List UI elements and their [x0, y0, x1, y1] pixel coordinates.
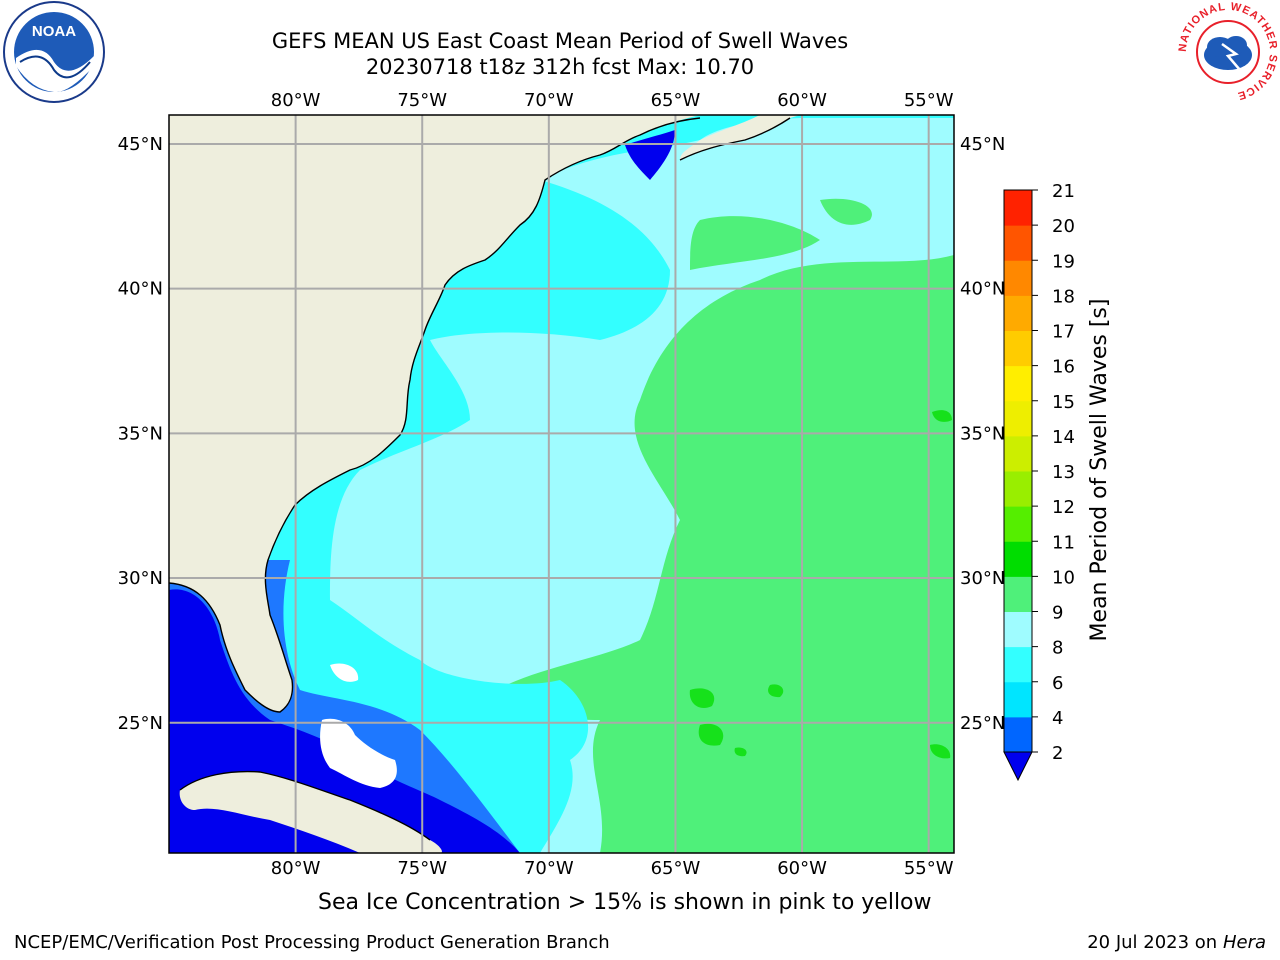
lat-tick-label-left: 40°N	[118, 279, 163, 300]
colorbar-tick-label: 15	[1052, 392, 1075, 413]
colorbar-segment	[1004, 471, 1032, 507]
lat-tick-label-right: 35°N	[960, 423, 1005, 444]
colorbar-tick-label: 17	[1052, 322, 1075, 343]
map-area	[169, 115, 954, 853]
lon-tick-label-bottom: 70°W	[524, 858, 574, 879]
colorbar-under-arrow	[1003, 751, 1033, 782]
colorbar-tick-label: 16	[1052, 357, 1075, 378]
gridlines	[169, 115, 954, 853]
colorbar-label: Mean Period of Swell Waves [s]	[1087, 299, 1112, 642]
colorbar-segment	[1004, 541, 1032, 577]
lat-tick-label-right: 30°N	[960, 568, 1005, 589]
noaa-logo: NOAA	[3, 1, 105, 103]
colorbar-tick-label: 14	[1052, 427, 1075, 448]
lon-tick-label-top: 55°W	[904, 90, 954, 111]
colorbar-segment	[1004, 506, 1032, 542]
colorbar: 2 4 6 8 9 10 11 12 13 14 15 16 17 18 19 20 21	[1003, 181, 1075, 782]
colorbar-tick-label: 10	[1052, 567, 1075, 588]
date-stamp: 20 Jul 2023 on Hera	[1087, 932, 1266, 953]
lat-tick-label-left: 45°N	[118, 134, 163, 155]
colorbar-tick-label: 9	[1052, 603, 1063, 624]
colorbar-segment	[1004, 295, 1032, 331]
colorbar-segment	[1004, 365, 1032, 402]
colorbar-tick-label: 21	[1052, 181, 1075, 202]
coastline	[169, 117, 791, 841]
lon-tick-label-top: 70°W	[524, 90, 574, 111]
land-north-america	[169, 115, 700, 712]
axis-labels: 80°W 80°W 75°W 75°W 70°W 70°W 65°W 65°W 60°W 60°W…	[118, 90, 1006, 879]
colorbar-segment	[1004, 576, 1032, 612]
colorbar-tick-label: 8	[1052, 638, 1063, 659]
credit-line: NCEP/EMC/Verification Post Processing Pr…	[14, 932, 610, 953]
lat-tick-label-left: 25°N	[118, 713, 163, 734]
lon-tick-label-bottom: 65°W	[651, 858, 701, 879]
colorbar-segment	[1004, 646, 1032, 683]
colorbar-segment	[1004, 435, 1032, 472]
colorbar-segment	[1004, 330, 1032, 367]
lat-tick-label-right: 40°N	[960, 279, 1005, 300]
lon-tick-label-bottom: 80°W	[271, 858, 321, 879]
nws-logo: NATIONAL WEATHER SERVICE	[1177, 1, 1278, 102]
lat-tick-label-left: 30°N	[118, 568, 163, 589]
colorbar-segment	[1004, 190, 1032, 226]
colorbar-tick-label: 11	[1052, 532, 1075, 553]
colorbar-segment	[1004, 225, 1032, 261]
lat-tick-label-left: 35°N	[118, 423, 163, 444]
colorbar-tick-label: 4	[1052, 708, 1063, 729]
band-9-10s	[480, 198, 954, 853]
colorbar-tick-label: 19	[1052, 251, 1075, 272]
date-text: 20 Jul 2023 on	[1087, 932, 1223, 953]
colorbar-segment	[1004, 260, 1032, 296]
colorbar-segment	[1004, 716, 1032, 753]
lon-tick-label-top: 75°W	[397, 90, 447, 111]
host-name: Hera	[1222, 932, 1266, 953]
map-frame	[168, 114, 955, 854]
colorbar-tick-label: 12	[1052, 497, 1075, 518]
land-cuba	[179, 771, 442, 853]
lon-tick-label-top: 65°W	[651, 90, 701, 111]
sea-ice-note: Sea Ice Concentration > 15% is shown in …	[318, 890, 932, 915]
colorbar-segment	[1004, 681, 1032, 718]
colorbar-segment	[1004, 611, 1032, 648]
colorbar-tick-label: 20	[1052, 216, 1075, 237]
lon-tick-label-bottom: 60°W	[777, 858, 827, 879]
colorbar-tick-label: 18	[1052, 286, 1075, 307]
colorbar-tick-label: 2	[1052, 743, 1063, 764]
colorbar-segment	[1004, 400, 1032, 437]
lon-tick-label-top: 60°W	[777, 90, 827, 111]
lat-tick-label-right: 25°N	[960, 713, 1005, 734]
lon-tick-label-bottom: 55°W	[904, 858, 954, 879]
lat-tick-label-right: 45°N	[960, 134, 1005, 155]
chart-subtitle: 20230718 t18z 312h fcst Max: 10.70	[365, 55, 755, 79]
colorbar-tick-label: 13	[1052, 462, 1075, 483]
chart-title: GEFS MEAN US East Coast Mean Period of S…	[271, 29, 849, 53]
lon-tick-label-top: 80°W	[271, 90, 321, 111]
colorbar-tick-label: 6	[1052, 673, 1063, 694]
lon-tick-label-bottom: 75°W	[397, 858, 447, 879]
land-nova-scotia	[680, 115, 800, 160]
bahamas-bank	[320, 663, 397, 788]
noaa-logo-text: NOAA	[32, 23, 76, 40]
